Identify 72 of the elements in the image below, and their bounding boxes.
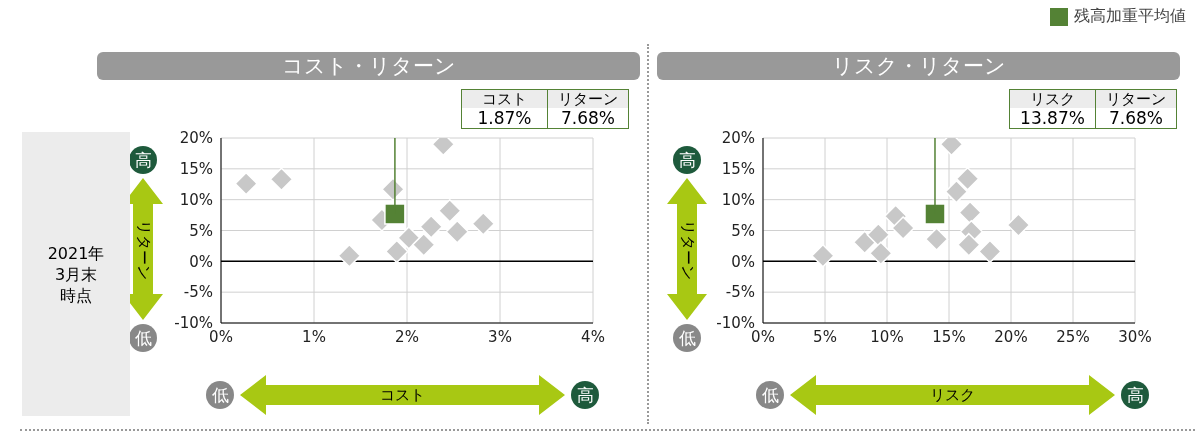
point bbox=[866, 223, 891, 247]
annotation: 13.87% bbox=[1010, 108, 1096, 128]
x-tick-label: 15% bbox=[932, 327, 966, 346]
x-tick-label: 10% bbox=[870, 327, 904, 346]
text: 低 bbox=[756, 381, 784, 409]
y-tick-label: -5% bbox=[183, 283, 213, 302]
y-tick-label: 0% bbox=[189, 252, 213, 271]
point bbox=[924, 203, 946, 225]
y-tick-label: 10% bbox=[179, 190, 213, 209]
point bbox=[471, 211, 496, 236]
text: リターン bbox=[1096, 90, 1176, 108]
point bbox=[337, 244, 362, 268]
point bbox=[419, 215, 443, 239]
point bbox=[924, 227, 949, 251]
point bbox=[852, 230, 877, 254]
text: 7.68% bbox=[560, 108, 616, 128]
y-tick-label: 0% bbox=[731, 252, 755, 271]
point bbox=[957, 232, 981, 257]
x-tick-label: 0% bbox=[751, 327, 775, 346]
point bbox=[1006, 213, 1031, 237]
point bbox=[811, 244, 835, 268]
x-tick-label: 3% bbox=[488, 327, 512, 346]
x-tick-label: 4% bbox=[581, 327, 605, 346]
text: 高 bbox=[129, 146, 157, 174]
text: 高 bbox=[571, 381, 599, 409]
x-tick-label: 0% bbox=[209, 327, 233, 346]
text: 高 bbox=[1121, 381, 1149, 409]
chart-title: リスク・リターン bbox=[657, 52, 1180, 80]
x-tick-label: 2% bbox=[395, 327, 419, 346]
text: リスク bbox=[1010, 90, 1096, 108]
point bbox=[385, 239, 409, 264]
text: 高 bbox=[673, 146, 701, 174]
x-axis-title: リスク bbox=[929, 385, 976, 405]
point bbox=[445, 219, 469, 244]
x-axis-title: コスト bbox=[379, 385, 426, 405]
x-tick-label: 5% bbox=[813, 327, 837, 346]
y-tick-label: -5% bbox=[725, 283, 755, 302]
x-tick-label: 1% bbox=[302, 327, 326, 346]
point bbox=[978, 239, 1002, 264]
annotation: 1.87% bbox=[462, 108, 548, 128]
point bbox=[397, 226, 421, 250]
point bbox=[891, 216, 915, 240]
text: 2021年3月末時点 bbox=[47, 242, 105, 306]
y-tick-label: 5% bbox=[189, 221, 213, 240]
text: コスト bbox=[462, 90, 548, 108]
point bbox=[438, 199, 462, 223]
y-axis-title: リターン bbox=[677, 219, 697, 279]
point bbox=[955, 166, 980, 191]
point bbox=[944, 179, 969, 204]
x-tick-label: 20% bbox=[994, 327, 1028, 346]
y-tick-label: 15% bbox=[721, 160, 755, 179]
legend-label: 残高加重平均値 bbox=[1073, 6, 1186, 27]
chart-title: コスト・リターン bbox=[97, 52, 640, 80]
y-tick-label: 15% bbox=[179, 160, 213, 179]
x-tick-label: 30% bbox=[1118, 327, 1152, 346]
y-axis-title: リターン bbox=[133, 219, 153, 279]
text: 7.68% bbox=[1108, 108, 1164, 128]
text: 低 bbox=[129, 324, 157, 352]
y-tick-label: 20% bbox=[179, 129, 213, 148]
point bbox=[411, 232, 436, 257]
point bbox=[234, 171, 258, 196]
point bbox=[384, 203, 406, 225]
y-tick-label: 20% bbox=[721, 129, 755, 148]
y-tick-label: 10% bbox=[721, 190, 755, 209]
text: リターン bbox=[548, 90, 628, 108]
point bbox=[958, 200, 982, 225]
text: 低 bbox=[206, 381, 234, 409]
point bbox=[869, 241, 893, 266]
text: 低 bbox=[673, 324, 701, 352]
y-tick-label: 5% bbox=[731, 221, 755, 240]
x-tick-label: 25% bbox=[1056, 327, 1090, 346]
point bbox=[269, 167, 294, 192]
